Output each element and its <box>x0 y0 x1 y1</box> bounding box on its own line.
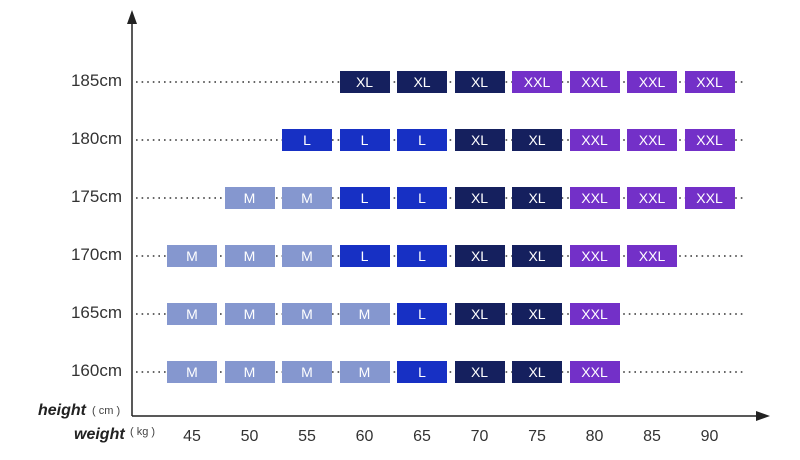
size-cell: XXL <box>569 303 620 325</box>
size-cell: XL <box>339 71 390 93</box>
size-cell: L <box>339 187 390 209</box>
size-cell: XL <box>512 361 562 383</box>
size-cell: XXL <box>627 187 677 209</box>
size-cell: XL <box>397 71 447 93</box>
y-axis-arrow <box>127 10 137 24</box>
size-cell: XXL <box>684 187 735 209</box>
size-cell: XXL <box>684 129 735 151</box>
size-cell: XXL <box>627 71 677 93</box>
weight-tick-label: 80 <box>585 428 604 445</box>
size-cell: M <box>224 303 275 325</box>
size-cell: XXL <box>627 129 677 151</box>
size-cell: XL <box>454 303 505 325</box>
size-cell: M <box>339 361 390 383</box>
size-cell: XXL <box>512 71 562 93</box>
height-axis-title: height <box>38 402 86 419</box>
weight-tick-label: 85 <box>643 428 661 445</box>
size-cell: M <box>282 303 332 325</box>
size-cell: L <box>397 303 447 325</box>
size-cell: M <box>339 303 390 325</box>
height-label: 175cm <box>70 187 122 206</box>
size-cell: L <box>397 187 447 209</box>
size-cell: XXL <box>569 129 620 151</box>
size-cell: M <box>167 361 217 383</box>
size-cell: L <box>282 129 332 151</box>
size-cell: M <box>224 245 275 267</box>
size-cell: XL <box>512 129 562 151</box>
size-cell: XL <box>512 245 562 267</box>
weight-tick-label: 65 <box>413 428 431 445</box>
size-cell: L <box>397 129 447 151</box>
weight-axis-unit: ( kg ) <box>130 426 156 438</box>
size-cell: M <box>167 303 217 325</box>
weight-tick-label: 55 <box>298 428 316 445</box>
size-cell: XL <box>454 245 505 267</box>
size-cell: XXL <box>684 71 735 93</box>
height-axis-unit: ( cm ) <box>92 405 121 417</box>
size-cell: M <box>224 361 275 383</box>
weight-axis-title: weight <box>74 426 125 443</box>
height-label: 180cm <box>70 129 122 148</box>
size-cell: M <box>282 361 332 383</box>
size-cell: XXL <box>627 245 677 267</box>
weight-tick-label: 60 <box>355 428 374 445</box>
size-cell: M <box>224 187 275 209</box>
height-label: 165cm <box>70 303 122 322</box>
size-cell: XL <box>454 129 505 151</box>
weight-tick-label: 45 <box>183 428 201 445</box>
row-guides <box>136 81 744 373</box>
weight-tick-label: 70 <box>470 428 489 445</box>
height-label: 160cm <box>70 361 122 380</box>
size-cell: XXL <box>569 71 620 93</box>
height-label: 185cm <box>70 71 122 90</box>
size-cell: L <box>397 361 447 383</box>
size-cell: XXL <box>569 187 620 209</box>
weight-tick-label: 50 <box>240 428 259 445</box>
size-cell: XXL <box>569 245 620 267</box>
size-cell: M <box>282 187 332 209</box>
x-axis-arrow <box>756 411 770 421</box>
size-cell: XL <box>454 361 505 383</box>
axes <box>127 10 770 421</box>
weight-tick-label: 75 <box>528 428 546 445</box>
size-cell: XL <box>512 187 562 209</box>
size-cell: L <box>339 129 390 151</box>
size-cell: L <box>339 245 390 267</box>
size-cell: M <box>167 245 217 267</box>
size-cell: XL <box>512 303 562 325</box>
size-cell: XL <box>454 71 505 93</box>
size-cell: L <box>397 245 447 267</box>
weight-tick-label: 90 <box>700 428 719 445</box>
height-label: 170cm <box>70 245 122 264</box>
size-cell: XL <box>454 187 505 209</box>
size-cell: M <box>282 245 332 267</box>
size-cell: XXL <box>569 361 620 383</box>
